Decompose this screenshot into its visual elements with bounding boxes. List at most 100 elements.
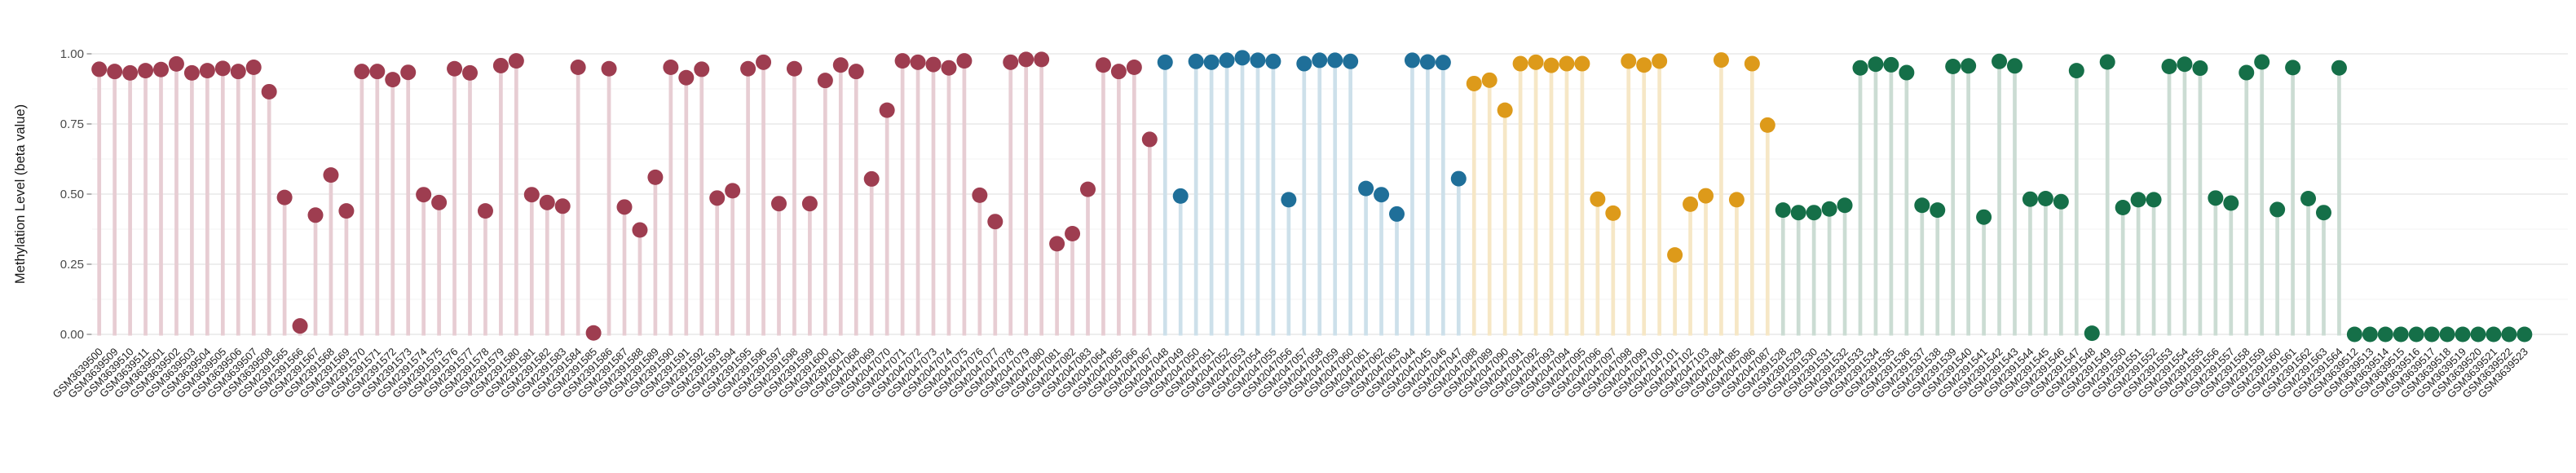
data-point xyxy=(1450,170,1467,187)
data-point xyxy=(1883,56,1899,73)
data-point xyxy=(632,222,648,238)
data-point xyxy=(183,64,200,81)
data-point xyxy=(214,60,231,77)
data-point xyxy=(1790,205,1806,221)
data-point xyxy=(1234,50,1251,66)
data-point xyxy=(1806,205,1822,221)
data-point xyxy=(2007,58,2022,74)
data-point xyxy=(1868,56,1884,73)
x-axis: GSM3639500GSM3639509GSM3639510GSM3639511… xyxy=(50,346,2530,400)
data-point xyxy=(2269,201,2286,218)
data-point xyxy=(1250,52,1266,69)
data-point xyxy=(2161,58,2177,74)
data-point xyxy=(1389,206,1405,222)
y-tick-label: 1.00 xyxy=(60,47,84,61)
data-point xyxy=(1899,64,1915,81)
data-point xyxy=(740,60,756,77)
data-point xyxy=(462,64,478,81)
data-point xyxy=(2501,326,2517,343)
data-point xyxy=(910,54,926,70)
data-point xyxy=(554,198,571,214)
data-point xyxy=(400,64,417,81)
data-point xyxy=(245,60,262,76)
data-point xyxy=(1141,131,1158,148)
data-point xyxy=(385,72,401,88)
data-point xyxy=(1312,52,1328,69)
data-point xyxy=(2130,192,2146,208)
data-point xyxy=(1034,51,1050,68)
data-point xyxy=(756,54,772,70)
data-point xyxy=(2408,326,2424,343)
data-point xyxy=(1281,192,1297,208)
y-tick-label: 0.00 xyxy=(60,328,84,342)
data-point xyxy=(1543,57,1559,73)
data-point xyxy=(1759,117,1775,133)
data-point xyxy=(1374,187,1390,203)
data-point xyxy=(694,61,710,77)
data-point xyxy=(1435,55,1451,71)
data-point xyxy=(91,61,108,77)
data-point xyxy=(1188,53,1204,69)
data-point xyxy=(1930,202,1946,219)
data-point xyxy=(539,194,555,210)
data-point xyxy=(2285,60,2301,76)
data-point xyxy=(261,83,277,99)
data-point xyxy=(2362,326,2378,343)
data-point xyxy=(817,73,833,89)
data-point xyxy=(2470,326,2486,343)
data-point xyxy=(1110,64,1127,80)
data-point xyxy=(431,194,448,210)
data-point xyxy=(107,64,123,80)
data-point xyxy=(2037,191,2053,207)
data-point xyxy=(879,102,895,118)
data-point xyxy=(1219,52,1235,69)
data-point xyxy=(1419,54,1436,70)
gridlines-layer xyxy=(92,53,2568,335)
data-point xyxy=(1296,55,1312,72)
data-point xyxy=(338,203,355,219)
data-point xyxy=(230,64,246,80)
data-point xyxy=(663,60,679,76)
data-point xyxy=(956,53,973,69)
data-point xyxy=(1559,55,1575,72)
data-point xyxy=(1018,51,1034,68)
data-point xyxy=(492,57,509,73)
data-point xyxy=(2053,193,2069,210)
data-point xyxy=(1605,205,1621,221)
data-point xyxy=(987,214,1003,230)
data-point xyxy=(2068,63,2084,79)
data-point xyxy=(570,60,586,76)
data-point xyxy=(1049,236,1065,252)
data-point xyxy=(323,167,339,183)
data-point xyxy=(1265,53,1281,69)
data-point xyxy=(647,169,664,185)
data-point xyxy=(2424,326,2440,343)
data-point xyxy=(1512,55,1528,72)
data-point xyxy=(276,189,293,206)
data-point xyxy=(771,196,787,212)
data-point xyxy=(1358,180,1374,197)
data-point xyxy=(2254,54,2270,70)
data-point xyxy=(2393,326,2409,343)
data-point xyxy=(2177,56,2193,73)
data-point xyxy=(2099,54,2115,70)
data-point xyxy=(2346,326,2362,343)
data-point xyxy=(1327,52,1343,69)
data-point xyxy=(2115,200,2131,216)
data-point xyxy=(972,187,988,203)
data-point xyxy=(1574,55,1590,72)
data-point xyxy=(1636,57,1652,73)
data-point xyxy=(1713,52,1729,69)
data-point xyxy=(138,63,154,79)
data-point xyxy=(1590,191,1606,207)
data-point xyxy=(1945,58,1961,74)
data-point xyxy=(1528,54,1544,70)
data-point xyxy=(925,56,942,73)
data-point xyxy=(153,61,169,77)
data-point xyxy=(1065,226,1081,242)
data-point xyxy=(1003,54,1019,70)
data-point xyxy=(1914,197,1930,214)
data-point xyxy=(2300,191,2317,207)
data-point xyxy=(369,64,386,80)
